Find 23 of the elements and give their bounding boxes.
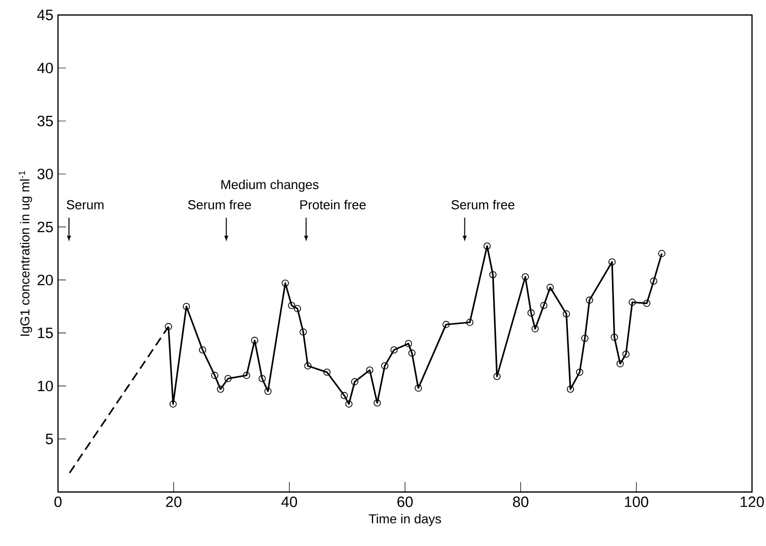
y-tick-label: 45 (37, 10, 53, 20)
y-tick-label: 40 (37, 62, 53, 74)
annotation: Serum free (188, 200, 251, 210)
y-tick-label: 15 (38, 328, 53, 338)
annotation: Medium changes (221, 180, 318, 192)
y-tick-label: 30 (37, 168, 53, 180)
x-tick-label: 60 (397, 496, 413, 508)
x-tick-label: 120 (740, 496, 764, 508)
x-tick-label: 20 (166, 496, 182, 508)
y-tick-label: 35 (37, 116, 53, 126)
y-tick-label: 25 (38, 222, 53, 232)
annotation: Serum free (451, 200, 514, 210)
y-tick-label: 20 (38, 274, 53, 286)
x-axis-title: Time in days (368, 514, 441, 526)
y-tick-label: 10 (38, 380, 53, 392)
x-tick-label: 40 (281, 496, 298, 508)
x-tick-label: 0 (54, 496, 62, 508)
y-axis-title: IgG1 concentration in ug ml$^{-1}$ (18, 170, 32, 336)
y-tick-label: 5 (46, 434, 53, 444)
annotation: Serum (66, 200, 104, 210)
x-tick-label: 80 (513, 496, 528, 508)
x-tick-label: 100 (625, 496, 648, 508)
annotation: Protein free (300, 200, 366, 210)
